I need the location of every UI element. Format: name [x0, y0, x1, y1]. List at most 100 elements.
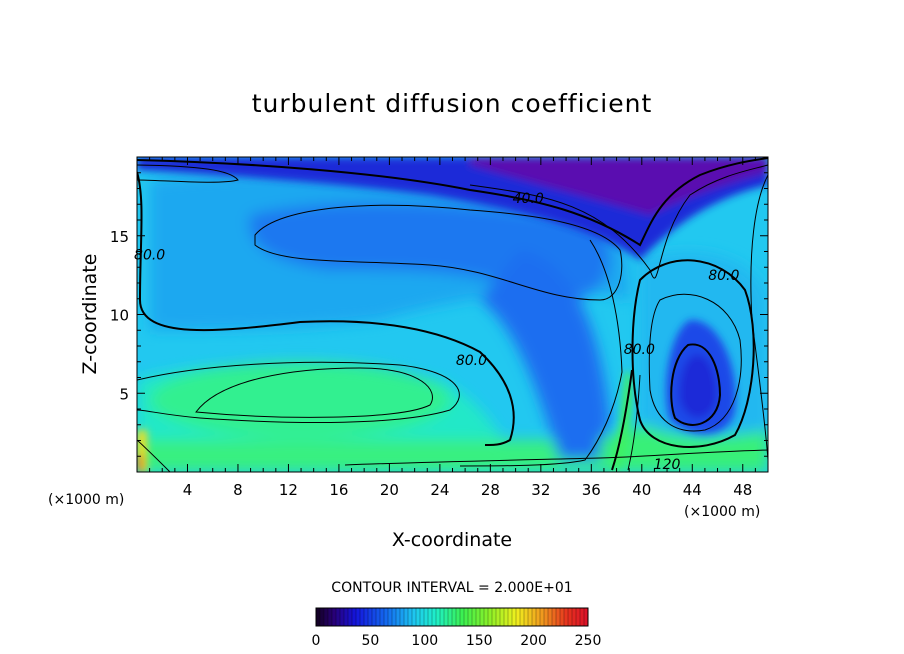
colorbar-segment	[448, 608, 453, 626]
contour-label: 80.0	[134, 248, 165, 264]
colorbar-segment	[404, 608, 409, 626]
colorbar-segment	[460, 608, 465, 626]
colorbar-segment	[436, 608, 441, 626]
x-tick-label: 20	[380, 481, 399, 499]
colorbar-segment	[428, 608, 433, 626]
colorbar-tick-label: 0	[312, 633, 321, 649]
colorbar-segment	[344, 608, 349, 626]
colorbar-tick-label: 100	[411, 633, 438, 649]
colorbar-segment	[580, 608, 585, 626]
colorbar-segment	[332, 608, 337, 626]
colorbar-segment	[412, 608, 417, 626]
colorbar-segment	[396, 608, 401, 626]
colorbar-segment	[416, 608, 421, 626]
colorbar-segment	[576, 608, 581, 626]
colorbar-segment	[348, 608, 353, 626]
colorbar-segment	[340, 608, 345, 626]
colorbar-segment	[548, 608, 553, 626]
colorbar-segment	[484, 608, 489, 626]
colorbar-segment	[352, 608, 357, 626]
x-tick-label: 4	[183, 481, 193, 499]
contour-label: 40.0	[513, 191, 544, 207]
chart-title: turbulent diffusion coefficient	[252, 89, 653, 118]
x-tick-label: 36	[582, 481, 601, 499]
colorbar	[315, 607, 589, 627]
colorbar-segment	[440, 608, 445, 626]
x-tick-label: 12	[279, 481, 298, 499]
colorbar-segment	[392, 608, 397, 626]
colorbar-segment	[528, 608, 533, 626]
colorbar-segment	[584, 608, 589, 626]
colorbar-segment	[524, 608, 529, 626]
colorbar-segment	[564, 608, 569, 626]
colorbar-segment	[452, 608, 457, 626]
colorbar-frame	[315, 607, 589, 627]
x-tick-label: 16	[329, 481, 348, 499]
contour-label: 80.0	[708, 268, 739, 284]
x-tick-label: 28	[481, 481, 500, 499]
colorbar-segment	[476, 608, 481, 626]
colorbar-segment	[480, 608, 485, 626]
colorbar-segment	[544, 608, 549, 626]
contour-label: 120	[654, 457, 681, 473]
x-tick-label: 32	[531, 481, 550, 499]
colorbar-segment	[540, 608, 545, 626]
colorbar-segment	[432, 608, 437, 626]
y-axis-label: Z-coordinate	[79, 254, 101, 375]
colorbar-segment	[500, 608, 505, 626]
colorbar-segment	[516, 608, 521, 626]
colorbar-segment	[512, 608, 517, 626]
colorbar-segment	[468, 608, 473, 626]
colorbar-segment	[424, 608, 429, 626]
colorbar-segment	[360, 608, 365, 626]
colorbar-tick-label: 150	[466, 633, 493, 649]
contour-label: 80.0	[624, 342, 655, 358]
contour-labels: 40.0 80.0 80.0 80.0 80.0 120	[134, 191, 739, 473]
x-tick-label: 40	[632, 481, 651, 499]
colorbar-segment	[508, 608, 513, 626]
colorbar-segment	[492, 608, 497, 626]
y-tick-label: 5	[119, 385, 129, 403]
colorbar-tick-label: 250	[575, 633, 602, 649]
colorbar-segment	[568, 608, 573, 626]
colorbar-segment	[572, 608, 577, 626]
colorbar-segment	[408, 608, 413, 626]
colorbar-segment	[488, 608, 493, 626]
contour-field	[137, 157, 768, 472]
colorbar-segment	[520, 608, 525, 626]
colorbar-segment	[456, 608, 461, 626]
colorbar-segment	[380, 608, 385, 626]
x-tick-label: 44	[683, 481, 702, 499]
colorbar-segment	[320, 608, 325, 626]
contour-interval-text: CONTOUR INTERVAL = 2.000E+01	[331, 580, 572, 596]
colorbar-segment	[556, 608, 561, 626]
colorbar-tick-label: 50	[361, 633, 379, 649]
colorbar-segment	[536, 608, 541, 626]
x-unit-label-left: (×1000 m)	[48, 492, 124, 508]
colorbar-segment	[376, 608, 381, 626]
colorbar-segment	[372, 608, 377, 626]
y-tick-label: 10	[110, 307, 129, 325]
colorbar-tick-labels: 0 50 100 150 200 250	[312, 633, 602, 649]
x-axis-label: X-coordinate	[392, 529, 512, 551]
colorbar-segment	[356, 608, 361, 626]
contour-label: 80.0	[456, 353, 487, 369]
colorbar-segment	[368, 608, 373, 626]
colorbar-segment	[328, 608, 333, 626]
colorbar-segment	[444, 608, 449, 626]
colorbar-tick-label: 200	[520, 633, 547, 649]
colorbar-segment	[472, 608, 477, 626]
colorbar-segment	[336, 608, 341, 626]
colorbar-segment	[420, 608, 425, 626]
colorbar-segment	[384, 608, 389, 626]
colorbar-segment	[532, 608, 537, 626]
colorbar-segment	[560, 608, 565, 626]
colorbar-segment	[552, 608, 557, 626]
colorbar-segment	[464, 608, 469, 626]
x-tick-label: 48	[733, 481, 752, 499]
colorbar-segment	[504, 608, 509, 626]
x-tick-label: 8	[233, 481, 243, 499]
colorbar-segment	[364, 608, 369, 626]
